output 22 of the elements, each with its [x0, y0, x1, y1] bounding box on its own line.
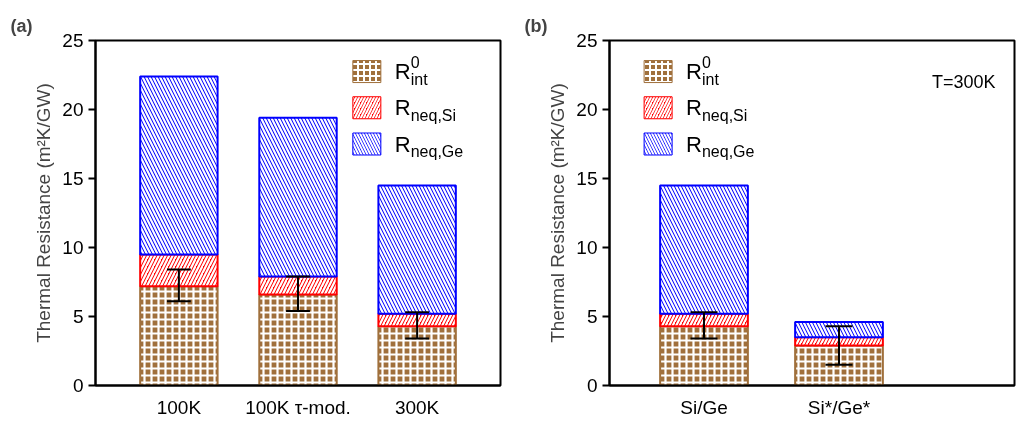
- y-axis-title: Thermal Resistance (m²K/GW): [33, 83, 55, 343]
- y-axis-title: Thermal Resistance (m²K/GW): [547, 83, 569, 343]
- x-tick-label: Si/Ge: [680, 396, 728, 418]
- y-tick-label: 15: [576, 168, 598, 189]
- y-tick-label: 25: [576, 30, 598, 51]
- chart-title: (b): [524, 15, 548, 36]
- annotation: T=300K: [932, 71, 996, 92]
- y-tick-label: 0: [586, 375, 598, 396]
- y-tick-label: 0: [72, 375, 84, 396]
- y-tick-label: 10: [62, 237, 84, 258]
- y-tick-label: 25: [62, 30, 84, 51]
- x-tick-label: 100K τ-mod.: [245, 396, 351, 418]
- x-tick-label: 100K: [156, 396, 202, 418]
- y-tick-label: 10: [576, 237, 598, 258]
- chart-title: (a): [10, 15, 33, 36]
- y-tick-label: 15: [62, 168, 84, 189]
- y-tick-label: 5: [586, 306, 598, 327]
- y-tick-label: 5: [72, 306, 84, 327]
- x-tick-label: Si*/Ge*: [807, 396, 871, 418]
- y-tick-label: 20: [62, 99, 84, 120]
- y-tick-label: 20: [576, 99, 598, 120]
- x-tick-label: 300K: [394, 396, 440, 418]
